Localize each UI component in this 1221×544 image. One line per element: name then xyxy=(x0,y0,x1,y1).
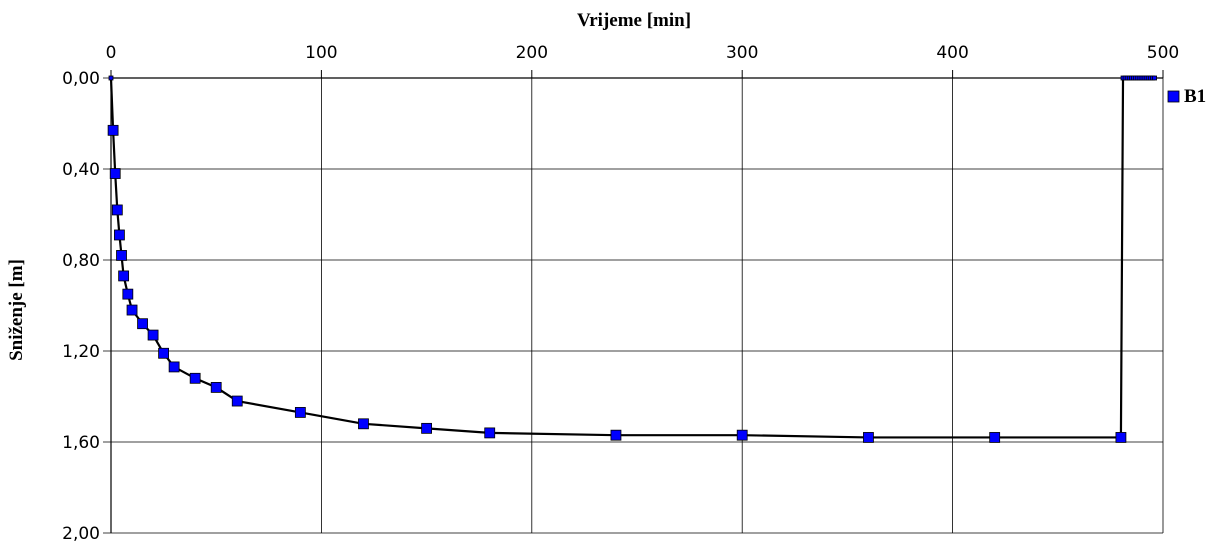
data-point xyxy=(108,75,114,81)
y-axis-title: Sniženje [m] xyxy=(6,259,27,361)
legend-swatch-b1 xyxy=(1167,90,1180,103)
x-tick-label: 200 xyxy=(516,43,548,63)
y-tick-label: 2,00 xyxy=(62,524,100,544)
legend-label-b1: B1 xyxy=(1184,86,1206,107)
data-point xyxy=(158,347,170,359)
y-tick-label: 0,40 xyxy=(62,160,100,180)
data-point xyxy=(116,250,127,261)
legend: B1 xyxy=(1167,86,1206,107)
data-point xyxy=(114,229,125,241)
y-tick-label: 1,60 xyxy=(62,433,100,453)
x-tick-label: 100 xyxy=(305,43,337,63)
data-point xyxy=(1152,75,1157,81)
data-point xyxy=(122,288,134,300)
data-point xyxy=(111,204,123,216)
data-point xyxy=(109,168,121,179)
data-point xyxy=(118,270,130,282)
data-point xyxy=(168,361,180,373)
tick-labels: 0 100 200 300 400 500 0,00 0,40 0,80 1,20 1,60 2,00 xyxy=(62,43,1179,544)
data-point xyxy=(126,304,138,316)
grid xyxy=(103,77,1164,534)
data-point xyxy=(189,372,201,384)
data-point xyxy=(210,381,222,393)
axes xyxy=(110,70,1164,533)
data-point xyxy=(231,395,243,407)
data-point xyxy=(610,429,622,441)
x-tick-label: 300 xyxy=(726,43,758,63)
data-point xyxy=(1115,432,1127,443)
x-tick-label: 0 xyxy=(106,43,117,63)
data-point xyxy=(137,318,148,330)
y-tick-label: 0,00 xyxy=(62,69,100,89)
data-point xyxy=(294,407,306,418)
data-point xyxy=(736,429,748,441)
data-point xyxy=(107,124,119,136)
data-point xyxy=(484,427,496,439)
x-tick-label: 500 xyxy=(1147,43,1179,63)
data-point xyxy=(147,329,159,341)
series-layer xyxy=(107,75,1157,443)
x-axis-title: Vrijeme [min] xyxy=(577,10,691,31)
series-line-b1 xyxy=(109,76,1155,439)
data-point xyxy=(989,432,1001,443)
data-point xyxy=(421,422,433,434)
data-point xyxy=(863,432,874,443)
x-tick-label: 400 xyxy=(936,43,968,63)
y-tick-label: 1,20 xyxy=(62,342,100,362)
y-tick-label: 0,80 xyxy=(62,251,100,271)
data-point xyxy=(358,418,369,430)
